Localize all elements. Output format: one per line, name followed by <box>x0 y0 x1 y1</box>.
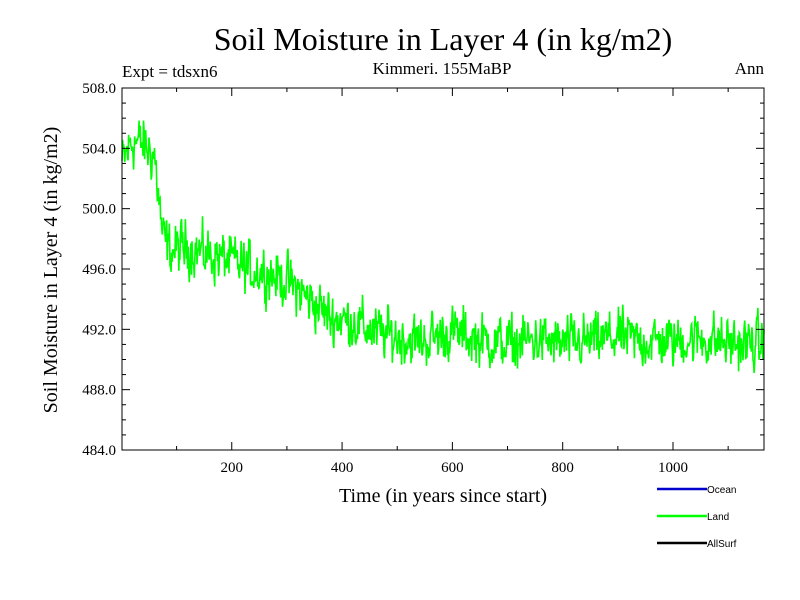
y-tick-label: 492.0 <box>82 322 116 338</box>
legend-label-ocean: Ocean <box>707 485 736 496</box>
y-tick-label: 488.0 <box>82 383 116 399</box>
data-layer <box>121 120 765 373</box>
y-tick-label: 504.0 <box>82 141 116 157</box>
legend-label-allsurf: AllSurf <box>707 539 737 550</box>
x-axis-label: Time (in years since start) <box>339 485 547 507</box>
x-tick-label: 800 <box>551 460 574 476</box>
series-line-land <box>121 120 765 373</box>
subtitle-right: Ann <box>735 59 765 78</box>
y-tick-label: 484.0 <box>82 443 116 459</box>
x-tick-label: 600 <box>441 460 464 476</box>
y-tick-label: 508.0 <box>82 81 116 97</box>
x-tick-label: 200 <box>221 460 244 476</box>
x-tick-label: 1000 <box>658 460 688 476</box>
x-tick-label: 400 <box>331 460 354 476</box>
x-axis: 200 400 600 800 1000 <box>176 88 729 476</box>
y-axis: 484.0 488.0 492.0 496.0 500.0 504.0 508.0 <box>82 81 764 459</box>
chart-title: Soil Moisture in Layer 4 (in kg/m2) <box>214 21 673 57</box>
y-tick-label: 500.0 <box>82 202 116 218</box>
y-tick-label: 496.0 <box>82 262 116 278</box>
legend: Ocean Land AllSurf <box>657 485 737 550</box>
y-axis-label: Soil Moisture in Layer 4 (in kg/m2) <box>40 127 62 414</box>
subtitle-left: Expt = tdsxn6 <box>122 62 218 81</box>
subtitle-center: Kimmeri. 155MaBP <box>373 59 512 78</box>
legend-label-land: Land <box>707 512 729 523</box>
